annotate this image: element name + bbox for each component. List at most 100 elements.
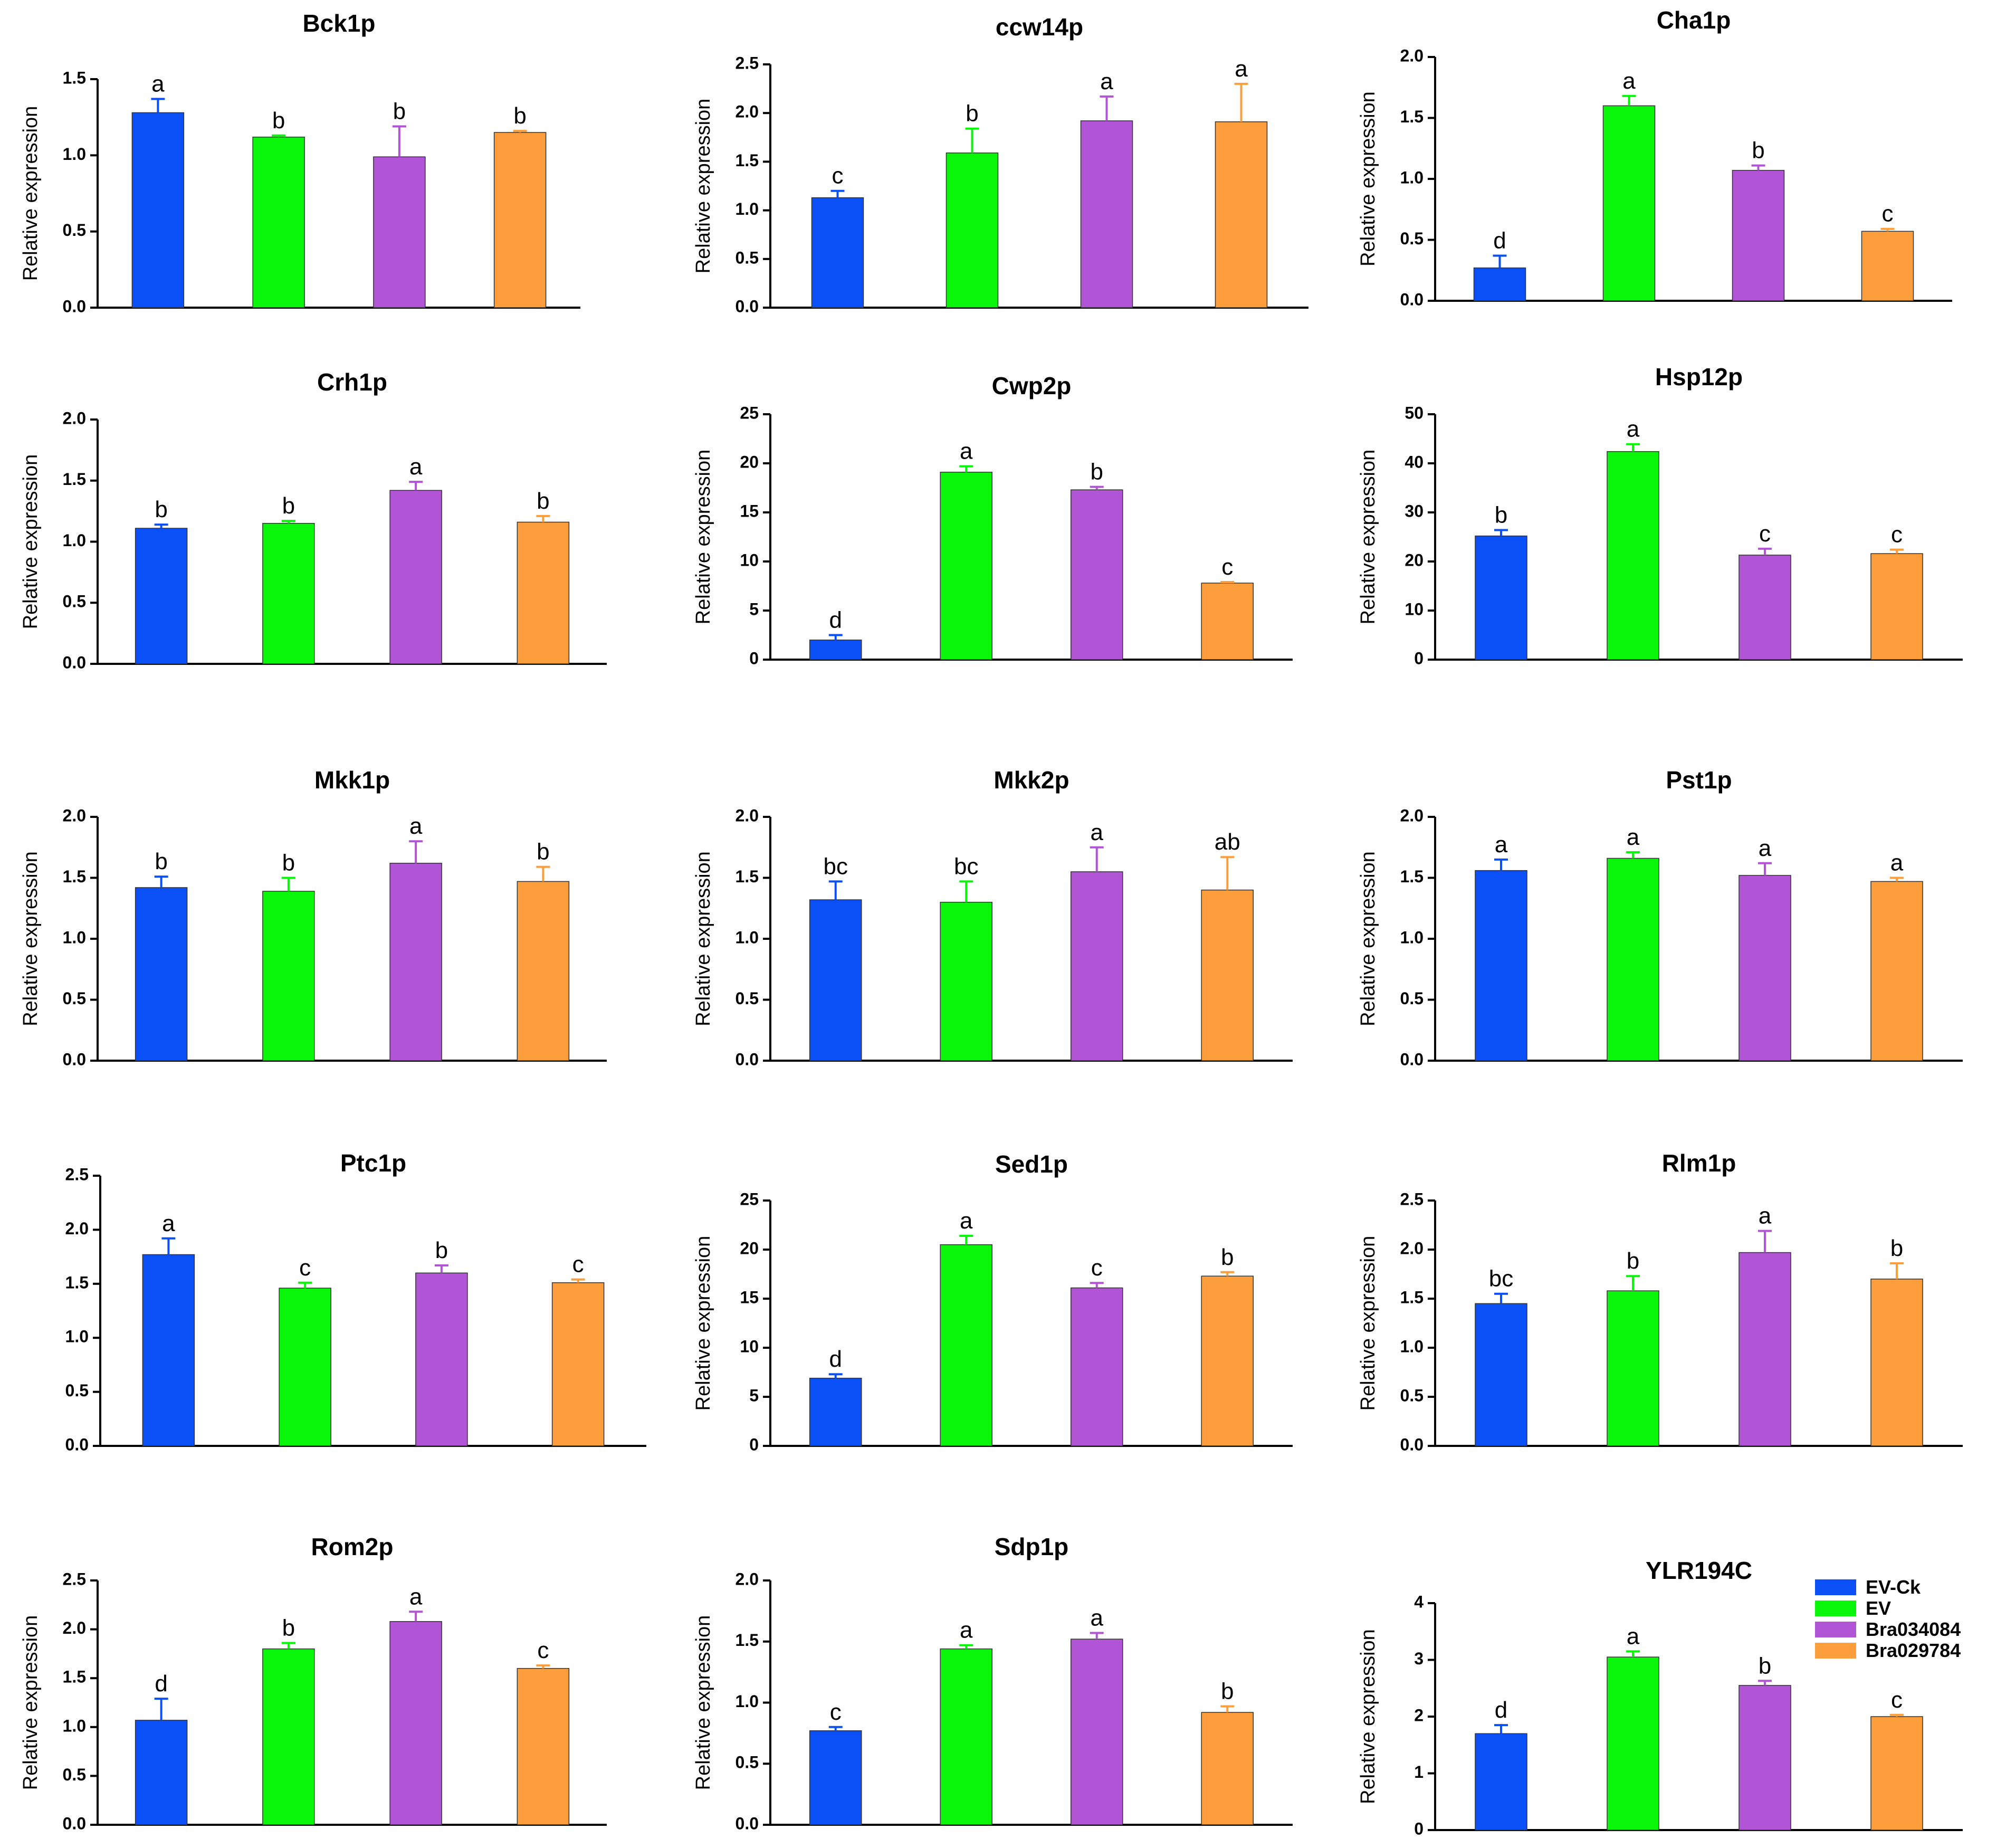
- significance-letter: b: [1627, 1248, 1639, 1274]
- bar: [389, 1621, 442, 1825]
- significance-letter: b: [537, 839, 549, 865]
- y-tick-label: 0.0: [1400, 290, 1424, 309]
- chart-title: Pst1p: [1666, 766, 1732, 794]
- chart-title: Cwp2p: [992, 372, 1072, 399]
- y-tick-label: 4: [1414, 1592, 1424, 1611]
- bar: [945, 153, 999, 308]
- bar: [1475, 1303, 1527, 1446]
- y-tick-label: 1.5: [735, 1631, 759, 1650]
- y-tick-label: 2.0: [1400, 1239, 1424, 1258]
- legend-item: EV: [1815, 1597, 2005, 1619]
- chart-title: Bck1p: [302, 9, 375, 37]
- y-tick-label: 1.0: [63, 145, 86, 164]
- significance-letter: bc: [954, 853, 978, 879]
- y-tick-label: 1.5: [735, 867, 759, 886]
- significance-letter: b: [966, 101, 978, 127]
- bar: [1201, 1275, 1254, 1446]
- chart-title: Crh1p: [317, 368, 387, 396]
- bar: [517, 521, 570, 664]
- y-tick-label: 10: [740, 550, 759, 569]
- y-tick-label: 20: [740, 452, 759, 471]
- y-tick-label: 0.0: [63, 297, 86, 316]
- significance-letter: a: [1091, 1605, 1104, 1631]
- y-tick-label: 5: [749, 1386, 759, 1405]
- y-tick-label: 1.5: [1400, 107, 1424, 126]
- significance-letter: b: [1890, 1235, 1903, 1261]
- y-tick-label: 1.0: [1400, 168, 1424, 187]
- bar: [1870, 1716, 1923, 1831]
- significance-letter: a: [1495, 832, 1508, 858]
- y-axis-label: Relative expression: [20, 454, 42, 630]
- significance-letter: a: [1235, 56, 1248, 82]
- y-axis-label: Relative expression: [692, 851, 714, 1026]
- y-tick-label: 0.0: [63, 1814, 86, 1833]
- y-tick-label: 40: [1405, 452, 1424, 471]
- legend-label-ev: EV: [1866, 1597, 1892, 1619]
- significance-letter: d: [155, 1671, 167, 1697]
- bar: [1607, 1656, 1659, 1831]
- chart-title: Rlm1p: [1662, 1149, 1736, 1177]
- y-tick-label: 0.0: [735, 1814, 759, 1833]
- significance-letter: c: [830, 1699, 842, 1725]
- bar: [1475, 870, 1527, 1061]
- y-axis-label: Relative expression: [20, 106, 42, 281]
- y-tick-label: 2.5: [1400, 1189, 1424, 1208]
- significance-letter: c: [537, 1637, 549, 1663]
- bar: [1738, 1685, 1791, 1831]
- y-axis-label: Relative expression: [692, 450, 714, 625]
- y-tick-label: 2: [1414, 1706, 1424, 1725]
- bar: [1870, 881, 1923, 1061]
- significance-letter: b: [1221, 1678, 1234, 1704]
- bar: [142, 1254, 195, 1446]
- significance-letter: d: [829, 607, 842, 633]
- y-tick-label: 2.5: [735, 53, 759, 72]
- bar: [389, 863, 442, 1061]
- y-tick-label: 0.0: [735, 297, 759, 316]
- significance-letter: a: [409, 1584, 423, 1609]
- bar: [1201, 1712, 1254, 1825]
- y-tick-label: 1.0: [1400, 928, 1424, 947]
- significance-letter: b: [1091, 459, 1103, 485]
- y-tick-label: 0.5: [63, 221, 86, 240]
- significance-letter: d: [1495, 1697, 1507, 1723]
- significance-letter: a: [409, 454, 423, 480]
- bar: [809, 640, 862, 660]
- bar: [940, 471, 992, 660]
- y-tick-label: 1.0: [1400, 1337, 1424, 1356]
- y-tick-label: 2.5: [63, 1569, 86, 1588]
- y-tick-label: 1.0: [735, 1692, 759, 1711]
- significance-letter: b: [1759, 1653, 1771, 1679]
- bar: [1738, 1252, 1791, 1446]
- significance-letter: a: [1627, 1623, 1640, 1649]
- y-tick-label: 30: [1405, 501, 1424, 520]
- y-tick-label: 1.5: [735, 151, 759, 170]
- y-tick-label: 10: [740, 1337, 759, 1356]
- y-tick-label: 20: [1405, 550, 1424, 569]
- significance-letter: a: [1627, 824, 1640, 850]
- chart-title: Hsp12p: [1655, 363, 1743, 390]
- bar: [809, 1377, 862, 1446]
- bar: [1071, 1287, 1123, 1446]
- y-axis-label: Relative expression: [1357, 1236, 1379, 1411]
- y-axis-label: Relative expression: [692, 1236, 714, 1411]
- significance-letter: b: [537, 488, 549, 514]
- significance-letter: c: [1759, 521, 1771, 547]
- significance-letter: a: [1759, 1203, 1772, 1229]
- y-tick-label: 0.5: [735, 1753, 759, 1772]
- y-tick-label: 2.0: [65, 1219, 89, 1238]
- y-tick-label: 0: [1414, 649, 1424, 668]
- y-tick-label: 50: [1405, 403, 1424, 422]
- y-tick-label: 1: [1414, 1763, 1424, 1782]
- significance-letter: a: [1890, 850, 1904, 876]
- bar: [1475, 1733, 1527, 1831]
- y-tick-label: 0.5: [63, 989, 86, 1008]
- chart-title: Sed1p: [995, 1150, 1068, 1178]
- bar: [279, 1288, 331, 1446]
- bar: [1215, 121, 1268, 308]
- legend-item: Bra034084: [1815, 1618, 2005, 1640]
- y-tick-label: 25: [740, 403, 759, 422]
- y-tick-label: 1.5: [63, 1668, 86, 1687]
- legend-swatch-bra034084: [1815, 1622, 1856, 1637]
- bar: [1732, 170, 1785, 301]
